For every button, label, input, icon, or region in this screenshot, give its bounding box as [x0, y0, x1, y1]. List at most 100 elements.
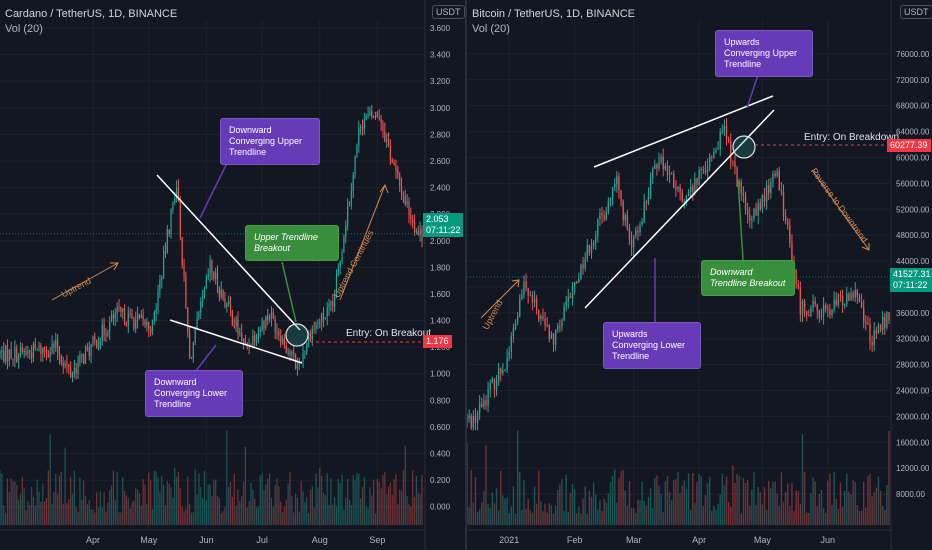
candle-body: [871, 342, 873, 346]
volume-bar: [326, 473, 328, 525]
candle-body: [6, 345, 9, 362]
candle-body: [614, 184, 616, 188]
candle-body: [235, 319, 237, 327]
y-tick-label: 2.000: [430, 237, 451, 246]
candle-body: [148, 321, 150, 330]
candle-body: [740, 181, 742, 194]
volume-bar: [603, 498, 605, 525]
volume-bar: [10, 478, 12, 525]
candle-body: [571, 287, 574, 299]
last-price-tag: 41527.31 07:11:22: [890, 268, 932, 292]
y-tick-label: 1.400: [430, 317, 451, 326]
candle-body: [136, 314, 139, 321]
volume-bar: [586, 513, 588, 525]
volume-bar: [177, 471, 180, 525]
candle-body: [516, 316, 519, 323]
candle-body: [224, 298, 226, 308]
volume-bar: [668, 492, 671, 525]
volume-bar: [500, 471, 502, 525]
pane-divider[interactable]: [465, 0, 467, 550]
candle-body: [791, 242, 793, 263]
y-tick-label: 12000.00: [896, 464, 930, 473]
y-tick-label: 0.800: [430, 396, 451, 405]
volume-bar: [637, 499, 639, 525]
volume-bar: [763, 487, 766, 525]
volume-bar: [483, 491, 485, 525]
volume-bar: [816, 505, 818, 525]
volume-bar: [487, 503, 489, 525]
volume-bar: [261, 472, 263, 525]
volume-bar: [71, 493, 74, 525]
candle-body: [239, 332, 241, 334]
cardano-chart-canvas[interactable]: 3.6003.4003.2003.0002.8002.6002.4002.200…: [0, 0, 465, 550]
volume-bar: [146, 503, 148, 525]
volume-bar: [801, 434, 804, 525]
volume-bar: [687, 473, 690, 525]
candle-body: [347, 206, 349, 227]
volume-bar: [402, 470, 405, 525]
y-tick-label: 1.800: [430, 263, 451, 272]
volume-bar: [276, 478, 278, 525]
volume-bar: [884, 509, 886, 525]
volume-bar: [592, 482, 595, 525]
y-tick-label: 0.200: [430, 476, 451, 485]
candle-body: [529, 295, 531, 297]
volume-bar: [831, 505, 833, 525]
candle-body: [588, 244, 591, 253]
candle-body: [485, 400, 487, 406]
volume-bar: [300, 480, 302, 525]
volume-bar: [244, 446, 246, 525]
volume-bar: [692, 473, 694, 525]
candle-body: [122, 308, 124, 312]
volume-bar: [293, 512, 295, 525]
volume-bar: [3, 505, 5, 525]
candle-body: [879, 325, 882, 331]
candle-body: [218, 288, 220, 297]
volume-bar: [732, 465, 734, 525]
bitcoin-chart-pane[interactable]: 76000.00 72000.00 68000.00 64000.00 60000.00…: [467, 0, 932, 550]
candle-body: [330, 301, 332, 304]
candle-body: [263, 321, 265, 329]
candle-body: [848, 293, 850, 301]
volume-bar: [835, 498, 837, 525]
candle-body: [142, 315, 144, 320]
volume-bar: [229, 482, 232, 525]
volume-bar: [727, 501, 730, 525]
volume-bar: [38, 491, 40, 525]
candle-body: [573, 282, 576, 288]
candle-body: [626, 214, 629, 229]
volume-bar: [839, 482, 842, 525]
candle-body: [730, 141, 732, 161]
volume-bar: [99, 491, 101, 525]
candle-body: [675, 187, 677, 190]
bitcoin-chart-canvas[interactable]: 76000.00 72000.00 68000.00 64000.00 60000.00…: [467, 0, 932, 550]
volume-bar: [523, 479, 525, 525]
volume-bar: [341, 474, 343, 525]
volume-bar: [569, 493, 572, 525]
candle-body: [865, 321, 867, 324]
volume-bar: [633, 508, 635, 525]
volume-bar: [635, 512, 637, 525]
volume-bar: [148, 472, 150, 525]
volume-bar: [246, 507, 248, 525]
volume-bar: [337, 478, 339, 525]
y-tick-label: 48000.00: [896, 231, 930, 240]
candle-body: [886, 312, 888, 328]
currency-badge[interactable]: USDT: [432, 5, 465, 19]
cardano-chart-pane[interactable]: 3.6003.4003.2003.0002.8002.6002.4002.200…: [0, 0, 465, 550]
candle-body: [211, 260, 213, 273]
volume-bar: [250, 482, 252, 525]
volume-bar: [787, 483, 789, 525]
candle-body: [4, 345, 7, 362]
volume-bar: [694, 503, 696, 525]
currency-badge[interactable]: USDT: [900, 5, 932, 19]
candle-body: [289, 351, 291, 355]
y-tick-label: 68000.00: [896, 102, 930, 111]
volume-bar: [881, 505, 884, 525]
candle-body: [818, 310, 821, 318]
volume-bar: [529, 510, 531, 525]
volume-bar: [546, 512, 548, 525]
candle-body: [683, 202, 686, 204]
volume-bar: [386, 493, 388, 525]
candle-body: [472, 416, 475, 428]
